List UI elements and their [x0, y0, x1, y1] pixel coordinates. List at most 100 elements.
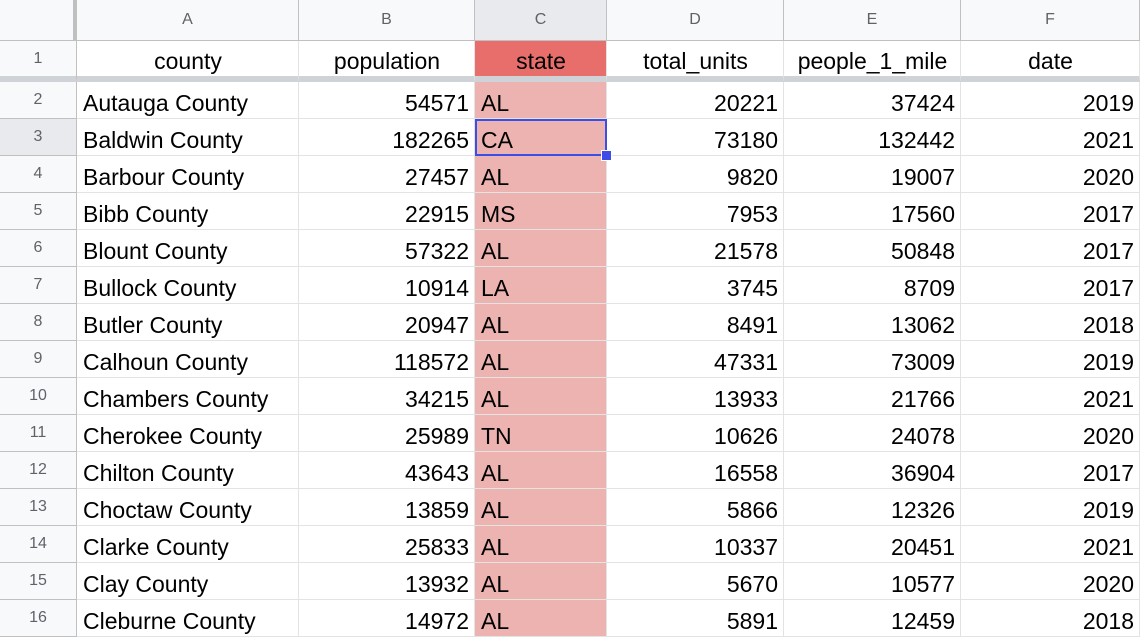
cell-total-units[interactable]: 20221: [607, 82, 784, 119]
cell-state[interactable]: AL: [475, 452, 607, 489]
cell-total-units[interactable]: 3745: [607, 267, 784, 304]
header-cell-people-1-mile[interactable]: people_1_mile: [784, 41, 961, 82]
cell-state[interactable]: AL: [475, 378, 607, 415]
row-header[interactable]: 5: [0, 193, 77, 230]
cell-total-units[interactable]: 9820: [607, 156, 784, 193]
row-header[interactable]: 4: [0, 156, 77, 193]
cell-state[interactable]: AL: [475, 82, 607, 119]
cell-date[interactable]: 2020: [961, 156, 1140, 193]
column-header-e[interactable]: E: [784, 0, 961, 41]
cell-total-units[interactable]: 10626: [607, 415, 784, 452]
header-cell-county[interactable]: county: [77, 41, 299, 82]
cell-state[interactable]: AL: [475, 156, 607, 193]
cell-state[interactable]: TN: [475, 415, 607, 452]
cell-population[interactable]: 182265: [299, 119, 475, 156]
cell-people-1-mile[interactable]: 20451: [784, 526, 961, 563]
cell-population[interactable]: 34215: [299, 378, 475, 415]
cell-total-units[interactable]: 5866: [607, 489, 784, 526]
active-cell-state[interactable]: CA: [475, 119, 612, 161]
row-header[interactable]: 11: [0, 415, 77, 452]
cell-population[interactable]: 13859: [299, 489, 475, 526]
cell-date[interactable]: 2017: [961, 267, 1140, 304]
row-header[interactable]: 13: [0, 489, 77, 526]
cell-population[interactable]: 13932: [299, 563, 475, 600]
cell-population[interactable]: 43643: [299, 452, 475, 489]
fill-handle[interactable]: [601, 150, 612, 161]
row-header[interactable]: 12: [0, 452, 77, 489]
select-all-corner[interactable]: [0, 0, 77, 41]
cell-people-1-mile[interactable]: 19007: [784, 156, 961, 193]
cell-county[interactable]: Autauga County: [77, 82, 299, 119]
cell-total-units[interactable]: 13933: [607, 378, 784, 415]
header-cell-population[interactable]: population: [299, 41, 475, 82]
cell-population[interactable]: 54571: [299, 82, 475, 119]
cell-population[interactable]: 27457: [299, 156, 475, 193]
cell-total-units[interactable]: 8491: [607, 304, 784, 341]
cell-county[interactable]: Choctaw County: [77, 489, 299, 526]
cell-state[interactable]: AL: [475, 489, 607, 526]
cell-county[interactable]: Bibb County: [77, 193, 299, 230]
cell-date[interactable]: 2021: [961, 526, 1140, 563]
row-header[interactable]: 15: [0, 563, 77, 600]
row-header[interactable]: 8: [0, 304, 77, 341]
row-header[interactable]: 14: [0, 526, 77, 563]
cell-date[interactable]: 2020: [961, 563, 1140, 600]
cell-date[interactable]: 2021: [961, 378, 1140, 415]
cell-state[interactable]: AL: [475, 230, 607, 267]
row-header[interactable]: 6: [0, 230, 77, 267]
row-header-1[interactable]: 1: [0, 41, 77, 82]
column-header-c[interactable]: C: [475, 0, 607, 41]
column-header-f[interactable]: F: [961, 0, 1140, 41]
cell-people-1-mile[interactable]: 12326: [784, 489, 961, 526]
cell-county[interactable]: Blount County: [77, 230, 299, 267]
cell-people-1-mile[interactable]: 132442: [784, 119, 961, 156]
cell-county[interactable]: Chambers County: [77, 378, 299, 415]
cell-population[interactable]: 20947: [299, 304, 475, 341]
cell-people-1-mile[interactable]: 50848: [784, 230, 961, 267]
column-header-b[interactable]: B: [299, 0, 475, 41]
cell-date[interactable]: 2017: [961, 452, 1140, 489]
cell-state[interactable]: AL: [475, 526, 607, 563]
cell-state[interactable]: AL: [475, 304, 607, 341]
cell-total-units[interactable]: 10337: [607, 526, 784, 563]
cell-county[interactable]: Baldwin County: [77, 119, 299, 156]
cell-date[interactable]: 2018: [961, 304, 1140, 341]
cell-population[interactable]: 118572: [299, 341, 475, 378]
cell-county[interactable]: Butler County: [77, 304, 299, 341]
cell-state[interactable]: LA: [475, 267, 607, 304]
cell-date[interactable]: 2018: [961, 600, 1140, 637]
header-cell-total-units[interactable]: total_units: [607, 41, 784, 82]
cell-date[interactable]: 2017: [961, 193, 1140, 230]
row-header[interactable]: 16: [0, 600, 77, 637]
cell-county[interactable]: Bullock County: [77, 267, 299, 304]
cell-people-1-mile[interactable]: 8709: [784, 267, 961, 304]
cell-county[interactable]: Cherokee County: [77, 415, 299, 452]
cell-county[interactable]: Chilton County: [77, 452, 299, 489]
cell-population[interactable]: 25989: [299, 415, 475, 452]
row-header[interactable]: 2: [0, 82, 77, 119]
cell-people-1-mile[interactable]: 37424: [784, 82, 961, 119]
cell-total-units[interactable]: 5891: [607, 600, 784, 637]
cell-people-1-mile[interactable]: 36904: [784, 452, 961, 489]
cell-total-units[interactable]: 21578: [607, 230, 784, 267]
cell-people-1-mile[interactable]: 24078: [784, 415, 961, 452]
cell-state[interactable]: AL: [475, 341, 607, 378]
cell-date[interactable]: 2019: [961, 82, 1140, 119]
cell-population[interactable]: 14972: [299, 600, 475, 637]
cell-people-1-mile[interactable]: 17560: [784, 193, 961, 230]
cell-people-1-mile[interactable]: 21766: [784, 378, 961, 415]
header-cell-date[interactable]: date: [961, 41, 1140, 82]
row-header[interactable]: 3: [0, 119, 77, 156]
cell-date[interactable]: 2017: [961, 230, 1140, 267]
cell-people-1-mile[interactable]: 73009: [784, 341, 961, 378]
cell-total-units[interactable]: 47331: [607, 341, 784, 378]
column-header-d[interactable]: D: [607, 0, 784, 41]
cell-date[interactable]: 2020: [961, 415, 1140, 452]
cell-state[interactable]: MS: [475, 193, 607, 230]
cell-county[interactable]: Clay County: [77, 563, 299, 600]
header-cell-state[interactable]: state: [475, 41, 607, 82]
row-header[interactable]: 10: [0, 378, 77, 415]
cell-total-units[interactable]: 73180: [607, 119, 784, 156]
cell-state[interactable]: AL: [475, 563, 607, 600]
column-header-a[interactable]: A: [77, 0, 299, 41]
